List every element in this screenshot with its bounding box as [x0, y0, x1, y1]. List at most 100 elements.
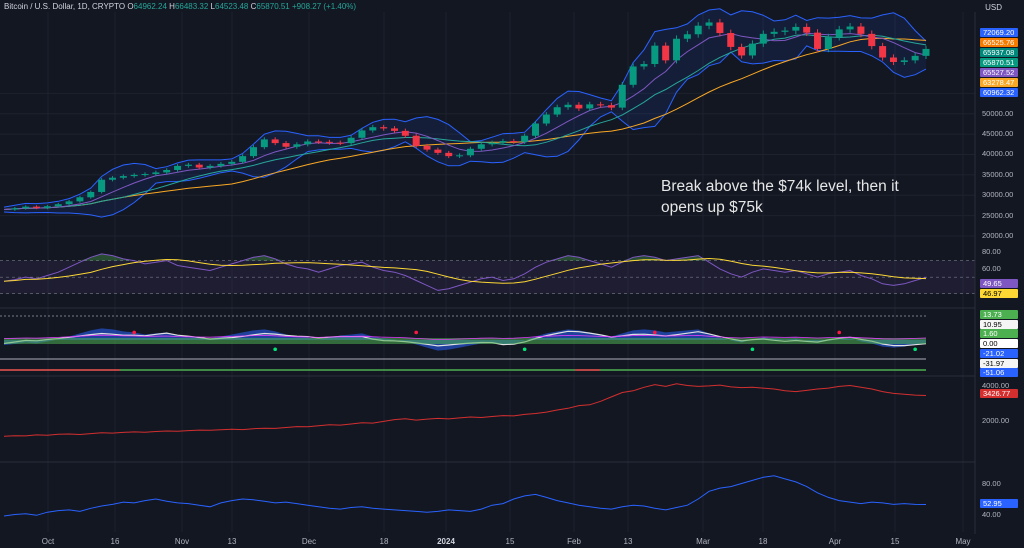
ma-slow-line — [3, 37, 927, 210]
candle-body — [499, 141, 507, 143]
candle-body — [174, 165, 182, 170]
candle-body — [130, 174, 138, 177]
price-tag: 66525.76 — [980, 38, 1018, 47]
candle-body — [260, 139, 268, 148]
time-axis-label: Apr — [828, 537, 842, 546]
candle-body — [770, 31, 778, 34]
time-axis-label: May — [955, 537, 971, 546]
candle-body — [857, 26, 865, 34]
candle-body — [879, 46, 887, 58]
time-axis-label: Dec — [301, 537, 317, 546]
rsi-ma-line — [3, 257, 927, 284]
price-tag: 65870.51 — [980, 58, 1018, 67]
candle-body — [738, 46, 746, 56]
candle-body — [152, 172, 160, 175]
rsi-tick-label: 60.00 — [982, 263, 1001, 273]
candle-body — [911, 55, 919, 61]
candle-body — [640, 64, 648, 67]
candle-body — [922, 48, 930, 56]
time-axis-label: Oct — [41, 537, 55, 546]
candle-body — [564, 104, 572, 108]
panel5-tick-label: 80.00 — [982, 478, 1001, 488]
ma-fast-line — [3, 32, 927, 210]
symbol-title: Bitcoin / U.S. Dollar, 1D, CRYPTO — [4, 2, 126, 11]
candle-body — [315, 141, 323, 143]
candle-body — [217, 163, 225, 166]
osc-money-line — [3, 334, 927, 341]
osc-signal-dot — [273, 347, 277, 352]
candle-body — [477, 144, 485, 149]
candle-body — [651, 45, 659, 65]
candle-body — [22, 206, 30, 209]
candle-body — [532, 123, 540, 136]
rsi-overbought-fill — [4, 253, 926, 261]
candle-body — [705, 22, 713, 26]
price-tick-label: 45000.00 — [982, 129, 1014, 139]
osc-tag: 1.60 — [980, 329, 1018, 339]
candle-body — [141, 174, 149, 176]
osc-signal-dot — [414, 330, 418, 335]
candle-body — [271, 139, 279, 144]
panel5-line — [3, 475, 927, 517]
candle-body — [900, 60, 908, 62]
candle-body — [456, 155, 464, 157]
bollinger-upper — [3, 8, 927, 208]
rsi-tag: 46.97 — [980, 289, 1018, 298]
open-value: 64962.24 — [133, 2, 167, 11]
candle-body — [814, 32, 822, 49]
price-tick-label: 40000.00 — [982, 149, 1014, 159]
osc-zero-band — [4, 338, 926, 344]
change-value: +908.27 (+1.40%) — [292, 2, 357, 11]
osc-signal-dot — [132, 330, 136, 335]
candle-body — [694, 25, 702, 35]
osc-tag: -51.06 — [980, 368, 1018, 378]
candle-body — [889, 57, 897, 62]
osc-tag: 0.00 — [980, 339, 1018, 349]
osc-tag: 10.95 — [980, 319, 1018, 329]
osc-signal-dot — [913, 347, 917, 352]
candle-body — [43, 206, 51, 208]
candle-body — [445, 152, 453, 157]
candle-body — [803, 26, 811, 33]
osc-signal-dot — [837, 330, 842, 335]
osc-tag: -31.97 — [980, 358, 1018, 368]
time-axis-label: 15 — [890, 537, 900, 546]
candle-body — [586, 104, 594, 109]
osc-signal-dot — [653, 330, 657, 335]
candle-body — [401, 130, 409, 136]
price-tag: 60962.32 — [980, 88, 1018, 97]
symbol-info: Bitcoin / U.S. Dollar, 1D, CRYPTO O64962… — [4, 2, 357, 11]
chart-annotation[interactable]: Break above the $74k level, then it open… — [661, 178, 899, 216]
currency-label[interactable]: USD — [985, 3, 1002, 12]
rsi-tick-label: 80.00 — [982, 247, 1001, 257]
time-axis-label: 2024 — [437, 537, 455, 546]
candle-body — [293, 144, 301, 147]
candle-body — [510, 141, 518, 143]
candle-body — [781, 30, 789, 32]
price-tick-label: 20000.00 — [982, 231, 1014, 240]
candle-body — [683, 34, 691, 39]
candle-body — [662, 45, 670, 61]
time-axis-label: 18 — [379, 537, 389, 546]
time-axis-label: Nov — [174, 537, 190, 546]
candle-body — [607, 105, 615, 108]
candle-body — [868, 33, 876, 47]
candle-body — [673, 38, 681, 61]
candle-body — [76, 197, 84, 202]
panel5-tag: 52.95 — [980, 499, 1018, 508]
candle-body — [163, 169, 171, 173]
time-axis-label: Mar — [696, 537, 710, 546]
candle-body — [282, 143, 290, 147]
candle-body — [423, 145, 431, 150]
panel4-tick-label: 2000.00 — [982, 415, 1010, 425]
candle-body — [347, 137, 355, 144]
candle-body — [748, 43, 756, 56]
osc-signal-dot — [522, 347, 527, 352]
candle-body — [336, 142, 344, 144]
close-value: 65870.51 — [256, 2, 290, 11]
candle-body — [434, 149, 442, 153]
time-axis-label: 16 — [110, 537, 120, 546]
panel4-tick-label: 4000.00 — [982, 380, 1010, 390]
candle-body — [575, 104, 583, 109]
